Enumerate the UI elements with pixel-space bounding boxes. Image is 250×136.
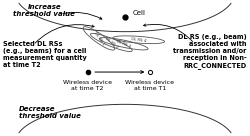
Text: Wireless device
at time T1: Wireless device at time T1	[125, 80, 174, 91]
Text: Selected DL RSs
(e.g., beams) for a cell
measurement quantity
at time T2: Selected DL RSs (e.g., beams) for a cell…	[3, 41, 87, 68]
Text: DL RS (e.g., beam)
associated with
transmission and/or
reception in Non-
RRC_CON: DL RS (e.g., beam) associated with trans…	[174, 34, 247, 69]
Text: DL RS 4: DL RS 4	[131, 37, 146, 43]
Text: Decrease
threshold value: Decrease threshold value	[19, 106, 81, 119]
Text: DL RS 3: DL RS 3	[116, 39, 132, 48]
Text: Cell: Cell	[132, 10, 145, 16]
Text: Increase
threshold value: Increase threshold value	[13, 4, 75, 17]
Text: Wireless device
at time T2: Wireless device at time T2	[63, 80, 112, 91]
Text: DL RS 2: DL RS 2	[104, 36, 118, 49]
Text: DL RS 1: DL RS 1	[93, 31, 105, 46]
